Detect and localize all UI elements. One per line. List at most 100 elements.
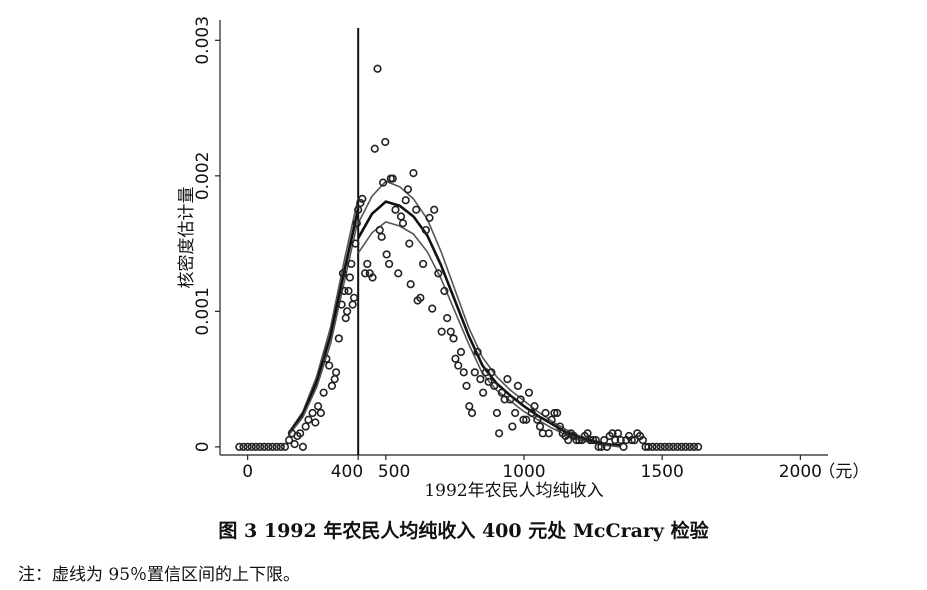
data-point — [327, 381, 337, 390]
data-point — [652, 442, 661, 451]
data-point — [527, 408, 536, 418]
data-point — [476, 375, 485, 384]
data-point — [519, 415, 528, 424]
x-axis-label: 1992年农民人均纯收入 — [424, 481, 603, 501]
data-point — [492, 408, 502, 418]
data-point — [276, 442, 285, 451]
x-tick-label: 2000 — [779, 462, 822, 482]
data-point — [611, 435, 620, 445]
chart-axes: 0 0.001 0.002 0.003 0 400 500 1000 1500 2000 — [193, 16, 828, 482]
figure-caption: 图 3 1992 年农民人均纯收入 400 元处 McCrary 检验 — [218, 520, 709, 542]
data-point — [398, 219, 408, 228]
data-point — [370, 144, 379, 153]
data-point — [434, 269, 443, 278]
data-point — [594, 442, 603, 451]
x-tick-label: 400 — [331, 462, 363, 482]
data-point — [331, 368, 341, 377]
data-point — [378, 178, 388, 187]
data-point — [440, 286, 449, 296]
estimate-curve-right — [357, 200, 621, 447]
data-point — [513, 381, 523, 390]
lower-curve-right — [357, 221, 621, 448]
data-point — [243, 442, 252, 451]
data-point — [487, 368, 496, 377]
data-point — [564, 435, 573, 445]
density-curves — [288, 180, 621, 448]
data-point — [638, 435, 647, 445]
data-point — [524, 388, 534, 397]
data-point — [454, 361, 463, 370]
data-point — [385, 259, 394, 269]
y-tick-label: 0.001 — [193, 287, 213, 336]
data-point — [340, 286, 349, 296]
data-point — [506, 395, 515, 404]
y-tick-label: 0 — [193, 441, 213, 452]
lower-curve-left — [288, 219, 359, 436]
data-point — [351, 239, 360, 248]
data-point — [356, 198, 365, 208]
scatter-points — [235, 64, 703, 451]
data-point — [349, 293, 359, 302]
data-point — [341, 314, 350, 323]
x-tick-label: 0 — [242, 462, 253, 482]
data-point — [588, 435, 598, 445]
data-point — [311, 418, 320, 427]
x-tick-label: 1500 — [641, 462, 684, 482]
data-point — [284, 435, 294, 445]
data-point — [308, 408, 317, 418]
data-point — [627, 435, 636, 445]
data-point — [264, 442, 273, 451]
data-point — [619, 442, 628, 451]
data-point — [412, 205, 421, 214]
data-point — [247, 442, 256, 451]
data-point — [484, 377, 493, 386]
data-point — [358, 194, 367, 203]
data-point — [550, 408, 559, 418]
data-point — [375, 225, 384, 235]
data-point — [553, 408, 562, 418]
data-point — [497, 388, 506, 397]
y-tick-label: 0.003 — [193, 16, 213, 65]
data-point — [348, 300, 357, 309]
data-point — [428, 304, 437, 313]
data-point — [449, 334, 458, 343]
data-point — [685, 442, 694, 451]
data-point — [260, 442, 269, 451]
data-point — [343, 307, 352, 316]
data-point — [396, 212, 406, 221]
data-point — [478, 388, 488, 397]
x-axis-unit: （元） — [818, 462, 869, 482]
data-point — [443, 314, 452, 323]
data-point — [616, 435, 625, 445]
data-point — [648, 442, 657, 451]
data-point — [330, 375, 339, 384]
data-point — [354, 205, 363, 214]
data-point — [316, 408, 325, 418]
data-point — [535, 422, 545, 431]
data-point — [465, 402, 474, 411]
data-point — [391, 205, 400, 214]
data-point — [352, 219, 361, 228]
data-point — [516, 395, 525, 404]
data-point — [694, 442, 703, 451]
data-point — [268, 442, 277, 451]
data-point — [500, 395, 509, 404]
data-point — [409, 169, 418, 178]
data-point — [388, 174, 397, 183]
data-point — [325, 361, 334, 370]
data-point — [251, 442, 261, 451]
data-point — [572, 435, 581, 445]
data-point — [456, 347, 466, 357]
x-tick-label: 500 — [378, 462, 410, 482]
upper-curve-right — [357, 180, 621, 447]
data-point — [377, 232, 386, 241]
data-point — [495, 429, 504, 438]
data-point — [555, 422, 565, 431]
data-point — [255, 442, 265, 451]
data-point — [602, 442, 612, 451]
data-point — [280, 442, 290, 451]
data-point — [547, 415, 556, 424]
data-point — [421, 225, 430, 235]
data-point — [459, 368, 468, 377]
y-tick-label: 0.002 — [193, 152, 213, 201]
